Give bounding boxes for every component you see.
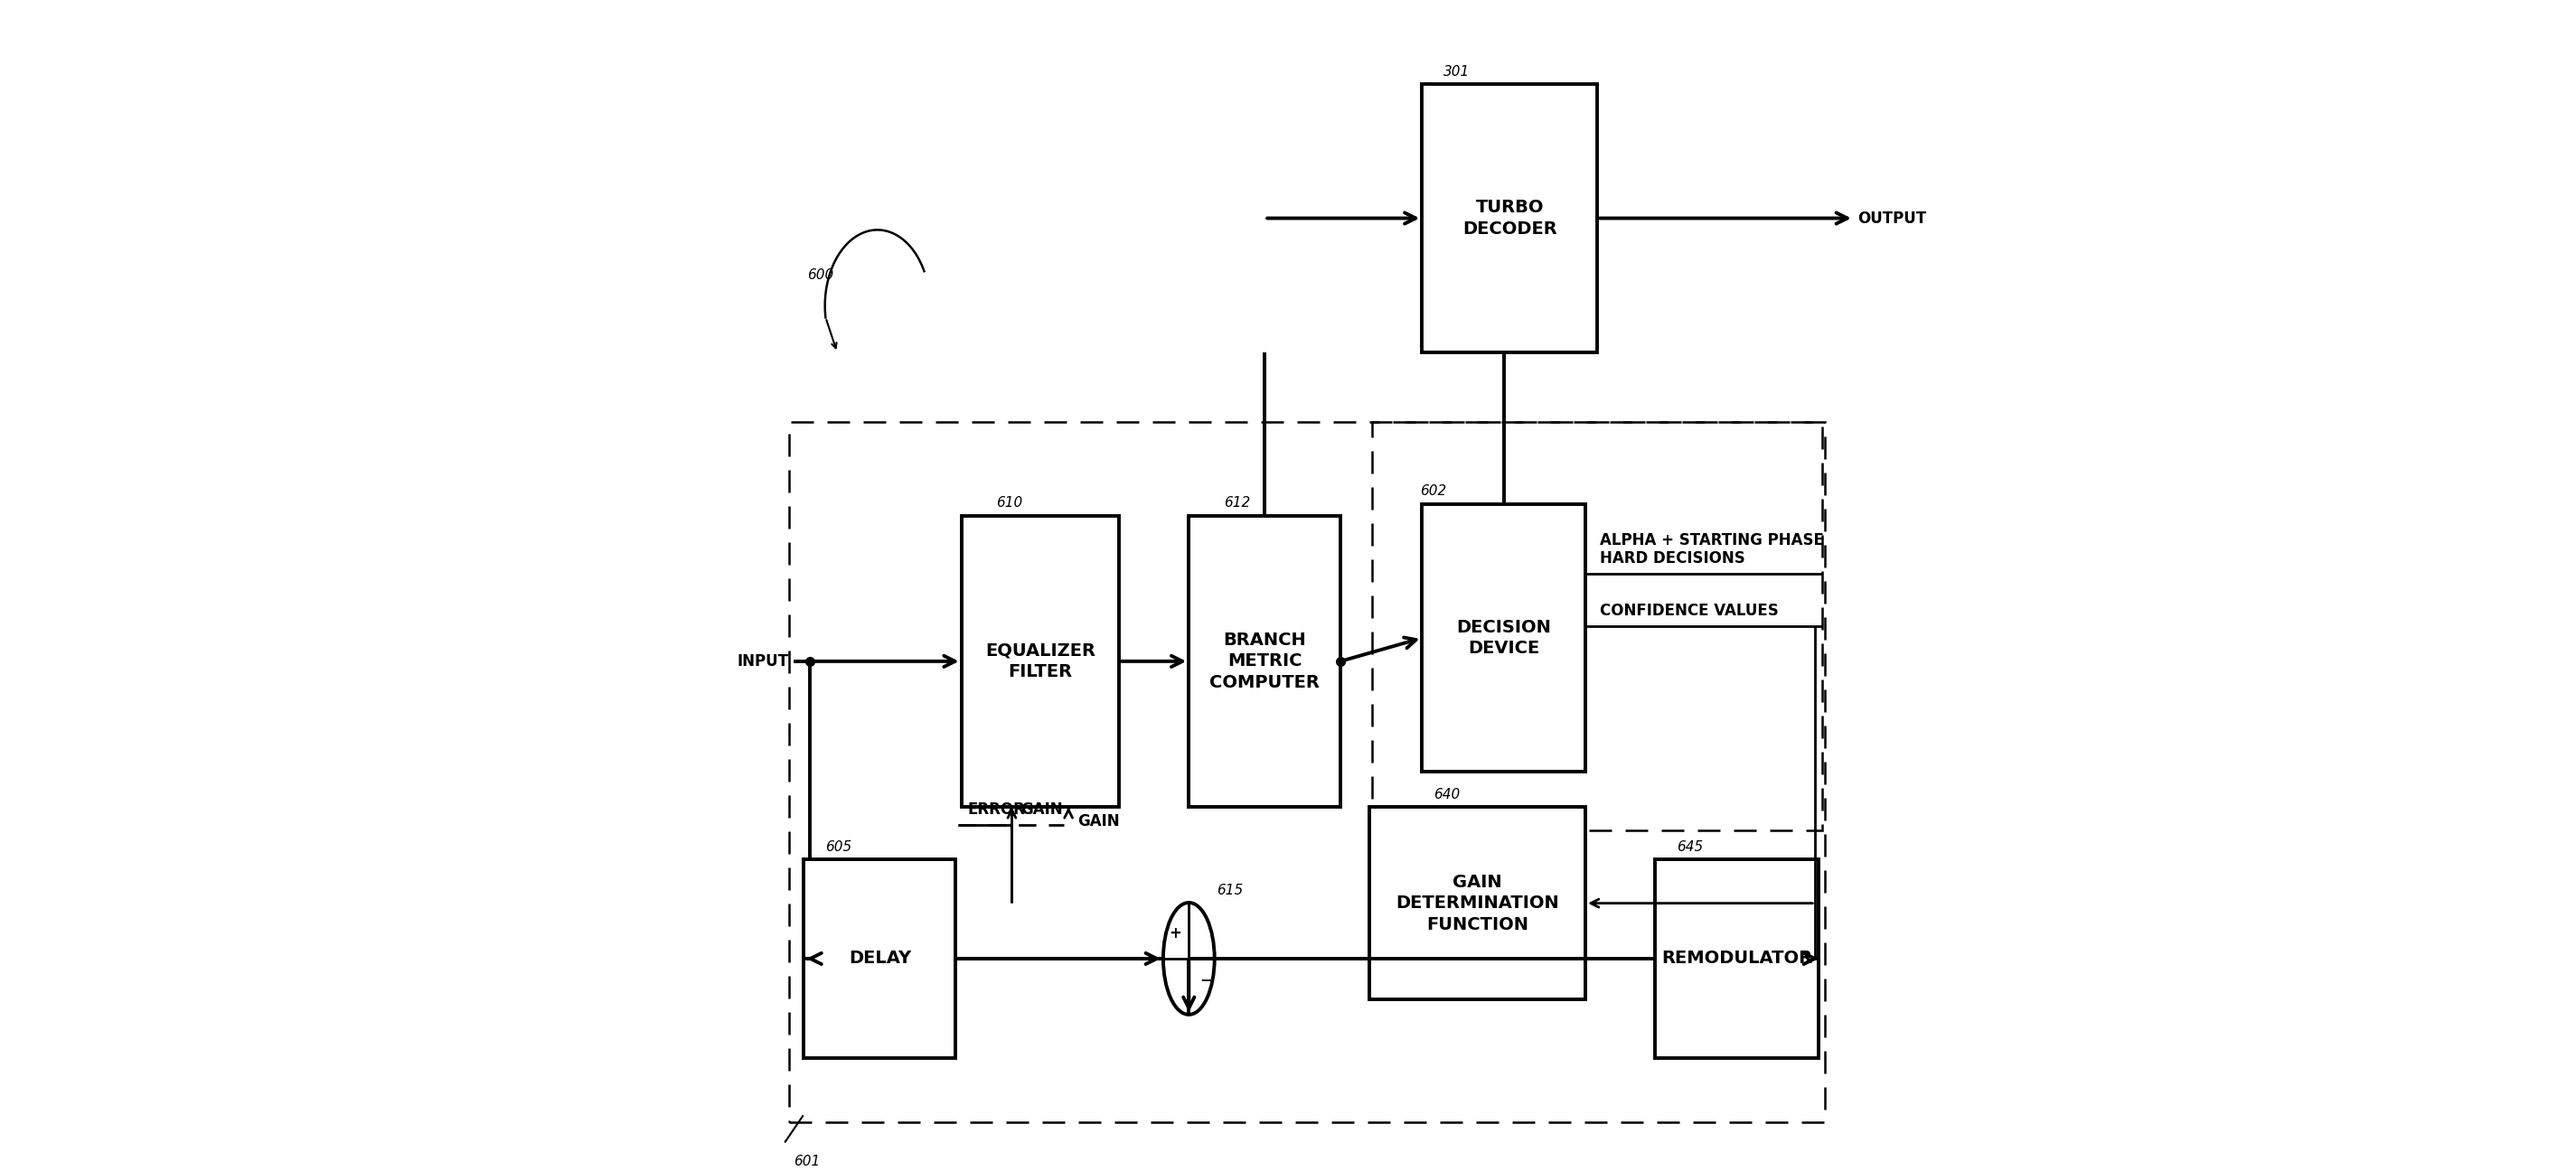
Text: 645: 645 (1677, 840, 1703, 854)
Text: GAIN
DETERMINATION
FUNCTION: GAIN DETERMINATION FUNCTION (1396, 874, 1558, 933)
Text: 301: 301 (1443, 64, 1468, 78)
Bar (788, 423, 1824, 1122)
Text: 601: 601 (793, 1155, 819, 1169)
Text: INPUT: INPUT (737, 653, 788, 670)
FancyBboxPatch shape (804, 860, 956, 1057)
Text: +: + (1170, 925, 1182, 941)
Text: DELAY: DELAY (848, 950, 912, 967)
Ellipse shape (1164, 903, 1213, 1014)
Text: GAIN: GAIN (1077, 813, 1121, 829)
Text: BRANCH
METRIC
COMPUTER: BRANCH METRIC COMPUTER (1211, 631, 1319, 691)
Text: ERROR: ERROR (966, 801, 1025, 817)
FancyBboxPatch shape (1370, 807, 1584, 999)
Text: 600: 600 (806, 269, 835, 282)
Text: OUTPUT: OUTPUT (1857, 210, 1927, 226)
Text: GAIN: GAIN (1020, 801, 1064, 817)
FancyBboxPatch shape (1656, 860, 1819, 1057)
Text: TURBO
DECODER: TURBO DECODER (1463, 199, 1556, 238)
Text: 605: 605 (824, 840, 853, 854)
Text: REMODULATOR: REMODULATOR (1662, 950, 1814, 967)
Text: CONFIDENCE VALUES: CONFIDENCE VALUES (1600, 603, 1777, 619)
Text: DECISION
DEVICE: DECISION DEVICE (1455, 618, 1551, 657)
FancyBboxPatch shape (1422, 504, 1584, 772)
Text: 602: 602 (1419, 485, 1445, 498)
Text: EQUALIZER
FILTER: EQUALIZER FILTER (984, 642, 1095, 680)
Text: 612: 612 (1224, 497, 1249, 509)
Text: −: − (1200, 972, 1211, 988)
FancyBboxPatch shape (961, 515, 1118, 807)
Bar (1373, 423, 1821, 830)
Text: 610: 610 (997, 497, 1023, 509)
Text: 640: 640 (1435, 788, 1461, 801)
Text: 615: 615 (1216, 883, 1244, 897)
Text: ALPHA + STARTING PHASE
HARD DECISIONS: ALPHA + STARTING PHASE HARD DECISIONS (1600, 532, 1824, 567)
FancyBboxPatch shape (1190, 515, 1340, 807)
FancyBboxPatch shape (1422, 84, 1597, 352)
